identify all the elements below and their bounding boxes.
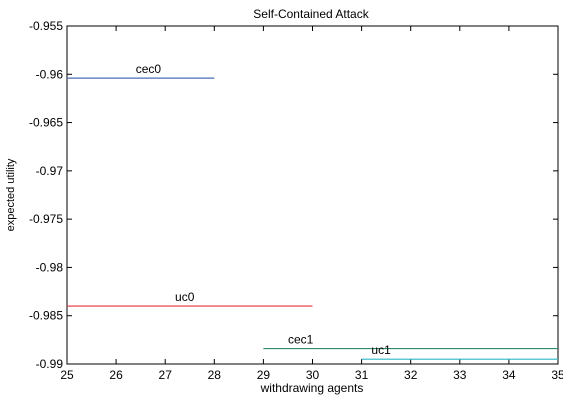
chart-title: Self-Contained Attack (253, 7, 369, 21)
series-label-cec0: cec0 (136, 62, 162, 76)
x-tick-label: 32 (404, 368, 418, 382)
plot-area (66, 25, 559, 365)
x-tick-label: 26 (109, 368, 123, 382)
x-tick-label: 25 (60, 368, 74, 382)
x-tick-label: 31 (355, 368, 369, 382)
series-label-uc0: uc0 (175, 290, 195, 304)
y-tick-label: -0.99 (36, 357, 64, 371)
x-tick-label: 28 (208, 368, 222, 382)
x-tick-label: 30 (306, 368, 320, 382)
series-layer: cec0 uc0 cec1 uc1 (67, 62, 558, 360)
y-tick-label: -0.955 (29, 19, 63, 33)
y-tick-label: -0.965 (29, 116, 63, 130)
y-axis-label: expected utility (5, 158, 17, 231)
y-tick-label: -0.97 (36, 164, 64, 178)
y-axis: -0.955 -0.96 -0.965 -0.97 -0.975 -0.98 -0.985 -… (29, 19, 558, 371)
series-label-cec1: cec1 (288, 333, 314, 347)
y-tick-label: -0.98 (36, 260, 64, 274)
x-axis: 25 26 27 28 29 30 31 32 33 34 35 (60, 26, 563, 382)
x-tick-label: 27 (159, 368, 173, 382)
x-axis-label: withdrawing agents (260, 381, 364, 395)
y-tick-label: -0.975 (29, 212, 63, 226)
series-label-uc1: uc1 (371, 343, 391, 357)
x-tick-label: 29 (257, 368, 271, 382)
x-tick-label: 34 (502, 368, 516, 382)
x-tick-label: 33 (453, 368, 467, 382)
x-tick-label: 35 (551, 368, 563, 382)
y-tick-label: -0.96 (36, 67, 64, 81)
y-tick-label: -0.985 (29, 309, 63, 323)
